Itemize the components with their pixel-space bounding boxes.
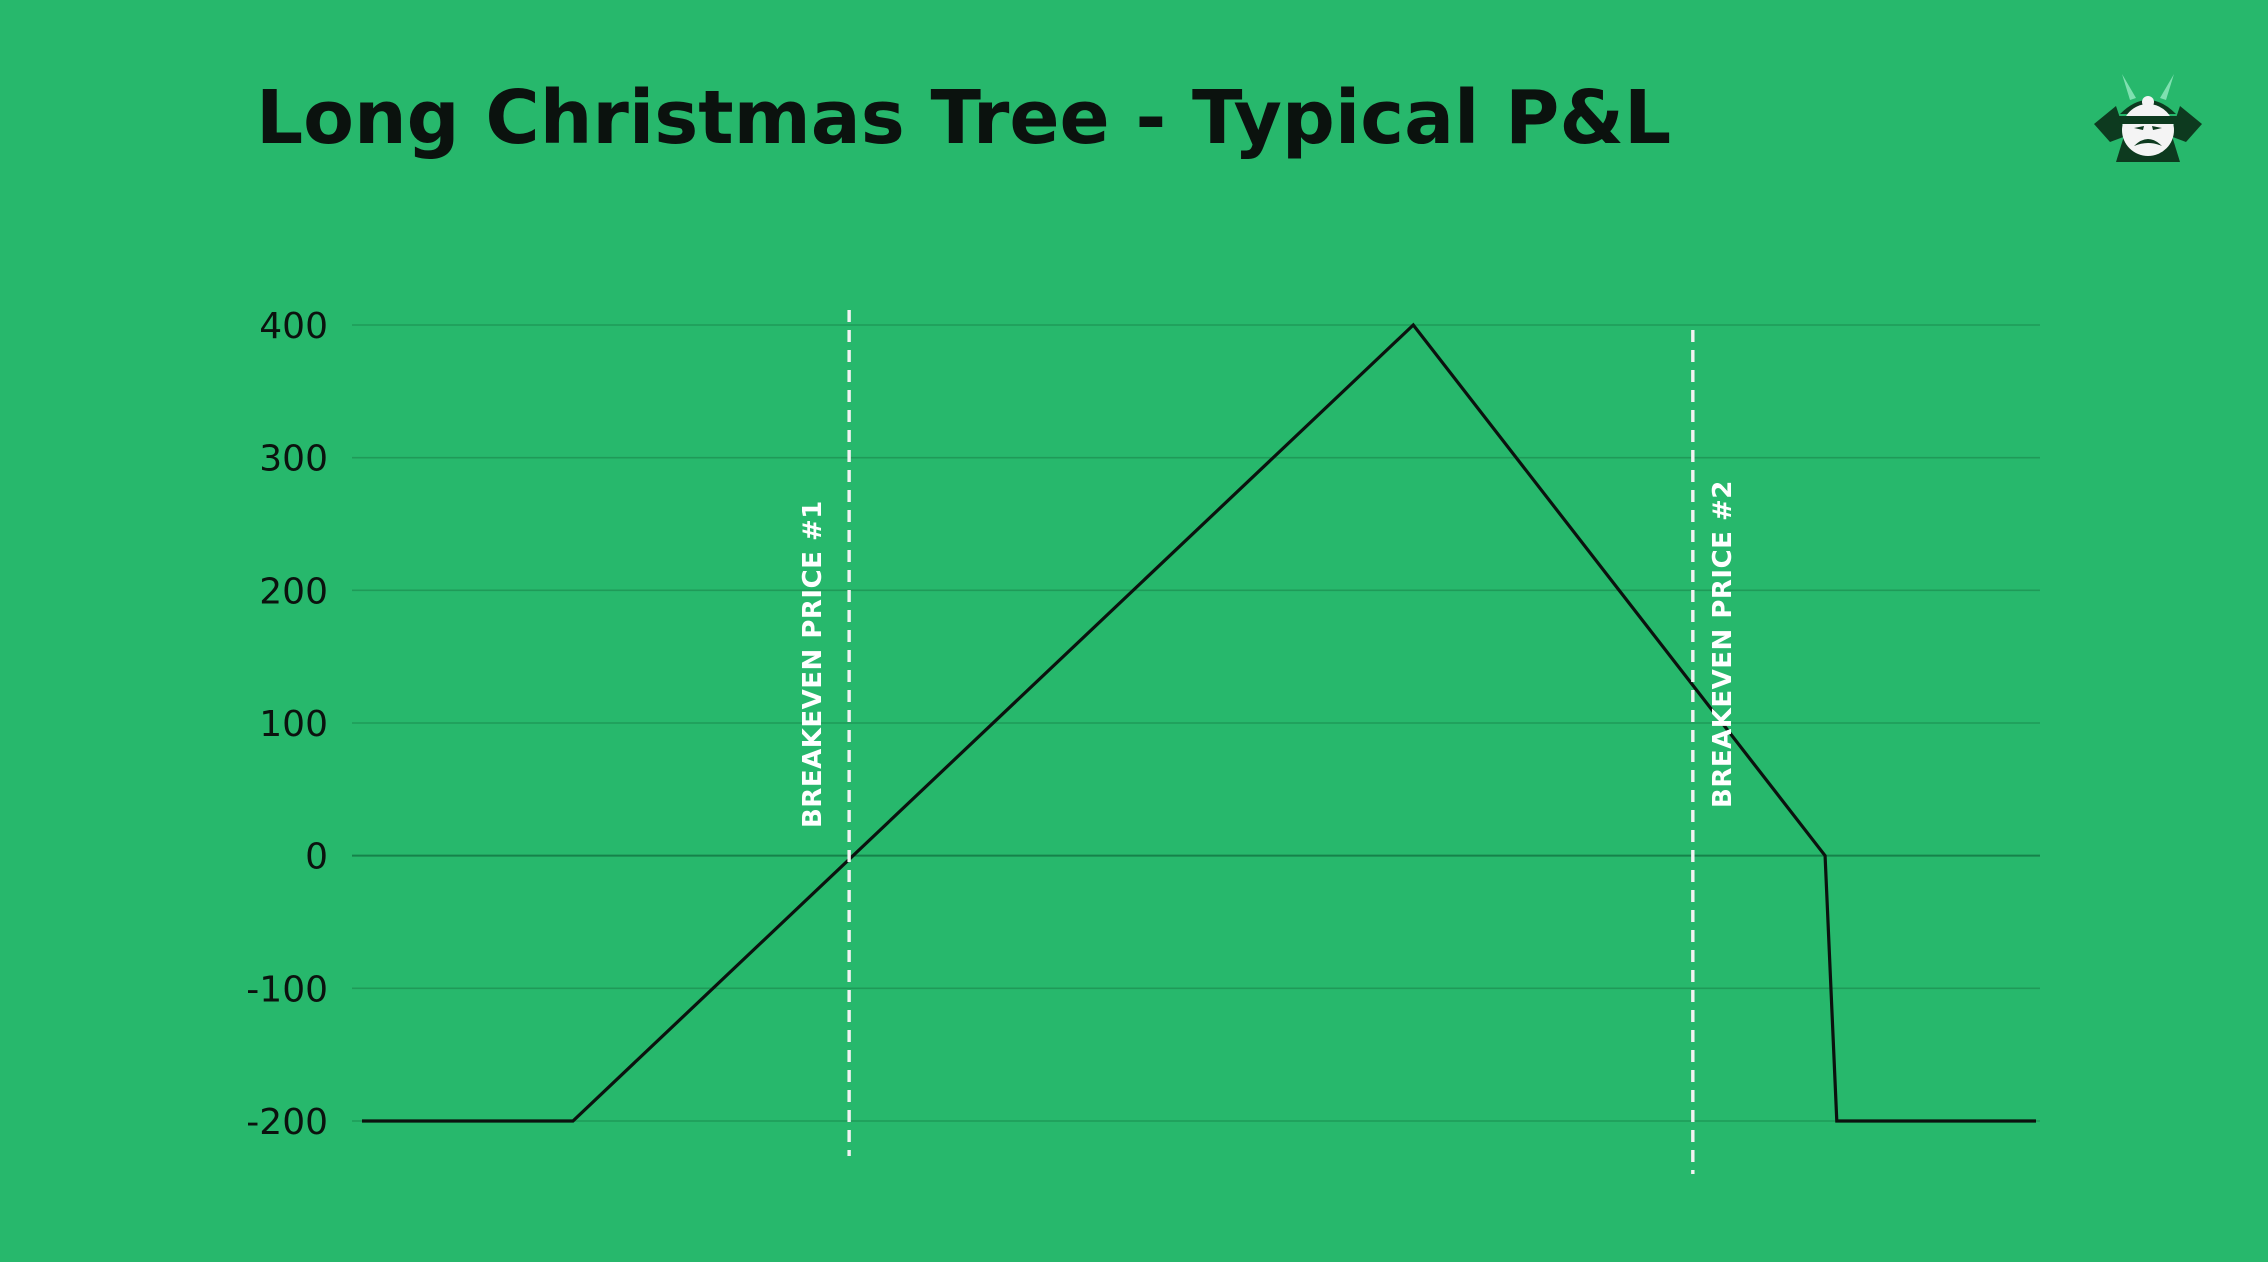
y-tick-label: -200 [246,1102,328,1143]
breakeven-label: BREAKEVEN PRICE #2 [1708,480,1738,808]
y-tick-label: 300 [259,439,328,480]
samurai-mascot-icon [2094,74,2202,162]
pnl-line [362,322,2036,1123]
y-tick-label: 400 [259,306,328,347]
y-tick-label: 200 [259,571,328,612]
y-axis-ticks: 400 300 200 100 0 -100 -200 [246,306,328,1143]
y-tick-label: 0 [305,837,328,878]
chart-title: Long Christmas Tree - Typical P&L [256,75,1672,161]
y-tick-label: 100 [259,704,328,745]
grid-lines [352,324,2040,1122]
y-tick-label: -100 [246,969,328,1010]
series-layer [362,322,2036,1123]
breakeven-label: BREAKEVEN PRICE #1 [798,500,828,828]
breakeven-annotations: BREAKEVEN PRICE #1 BREAKEVEN PRICE #2 [798,310,1738,1174]
